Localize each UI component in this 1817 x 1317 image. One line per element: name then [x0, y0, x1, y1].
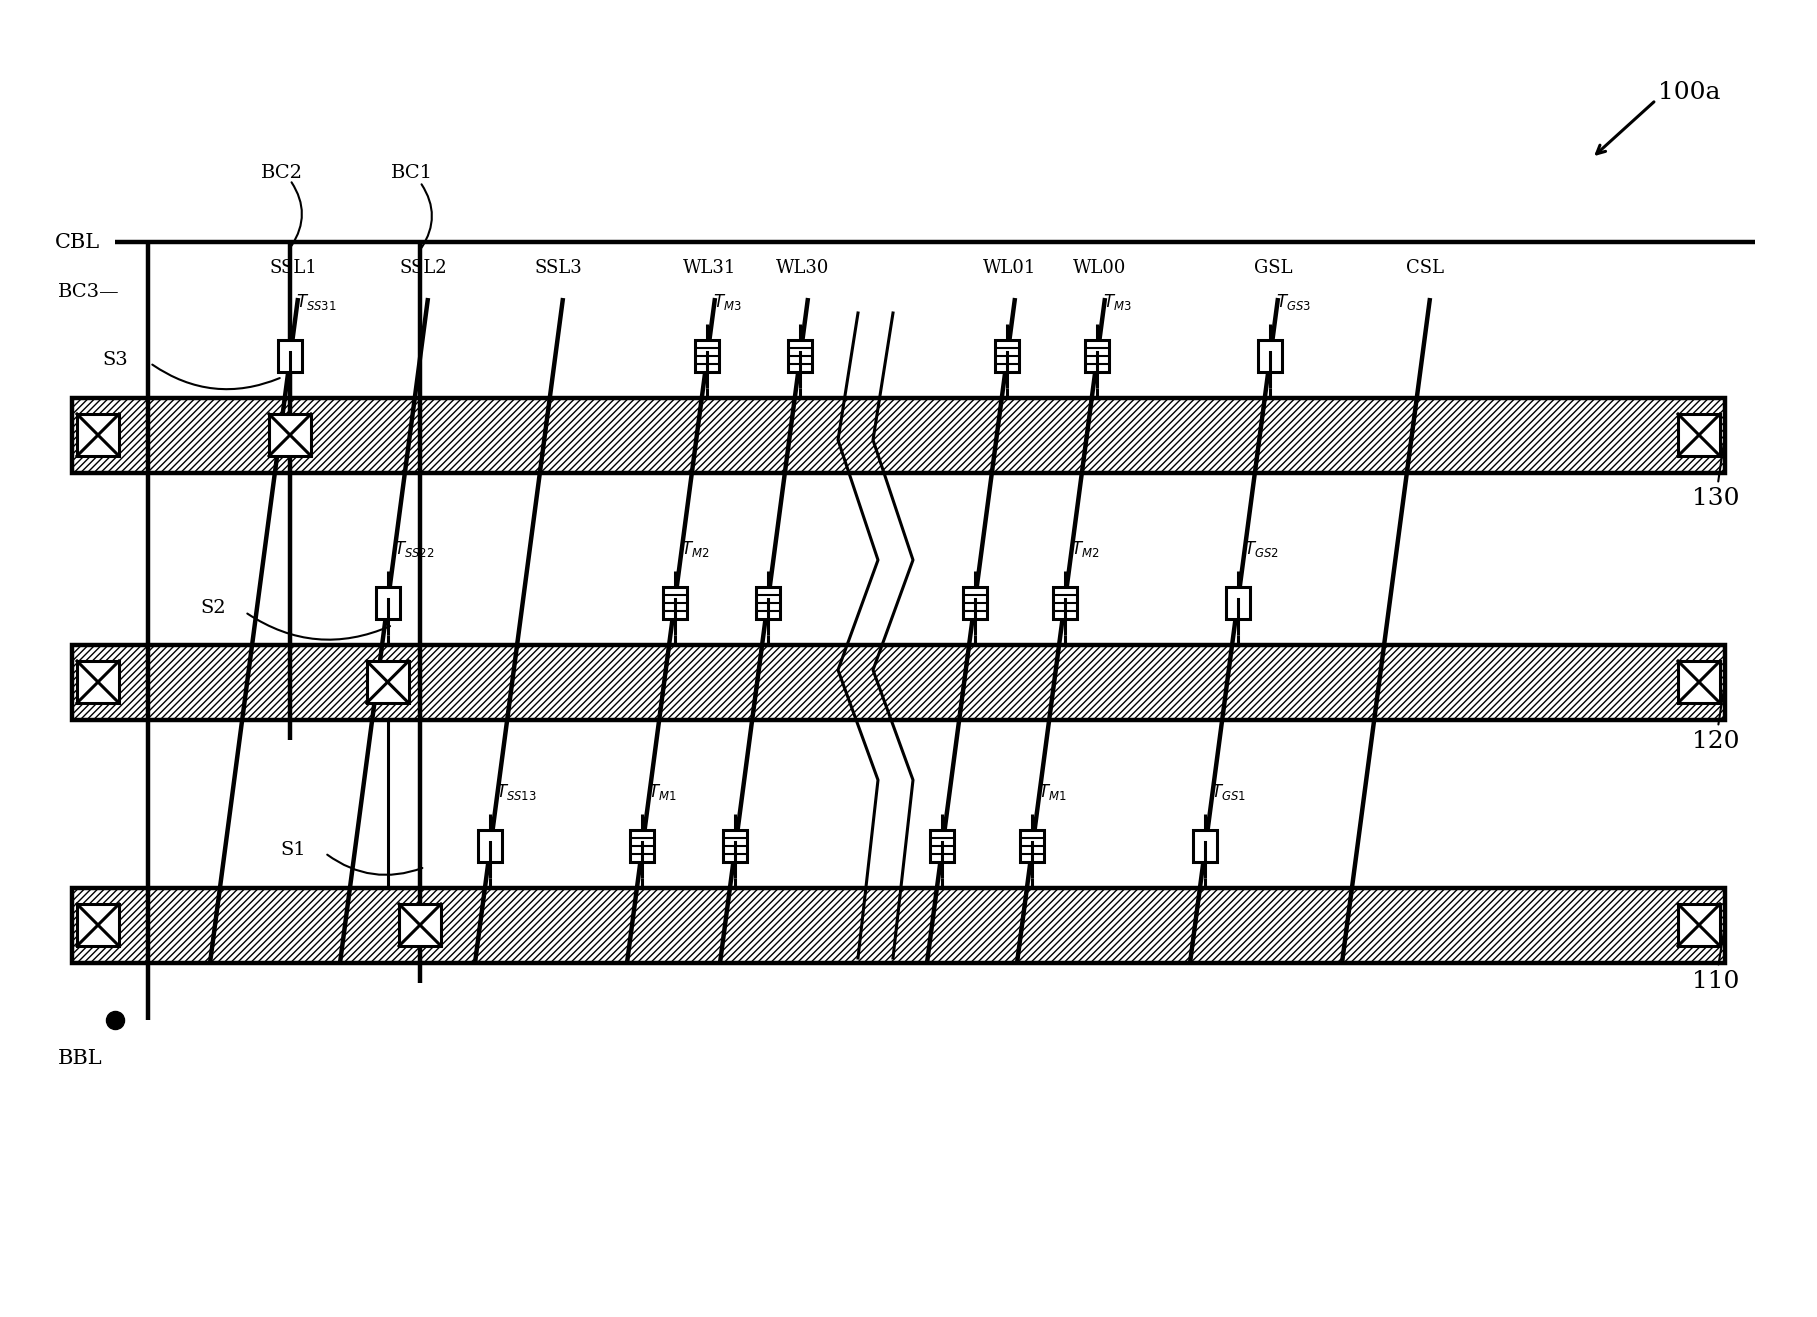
- Text: S3: S3: [102, 352, 127, 369]
- Bar: [1021, 830, 1045, 863]
- Bar: [278, 340, 302, 371]
- Bar: [376, 587, 400, 619]
- Text: $T_{SS31}$: $T_{SS31}$: [296, 292, 336, 312]
- Bar: [73, 398, 1724, 473]
- Bar: [1679, 414, 1721, 456]
- Text: CSL: CSL: [1406, 259, 1445, 277]
- Bar: [76, 661, 118, 703]
- Text: $T_{SS13}$: $T_{SS13}$: [496, 782, 538, 802]
- Bar: [996, 340, 1019, 371]
- Text: 100a: 100a: [1657, 80, 1721, 104]
- Bar: [1194, 830, 1217, 863]
- Bar: [367, 661, 409, 703]
- Bar: [1679, 903, 1721, 946]
- Text: $T_{M2}$: $T_{M2}$: [1070, 539, 1099, 558]
- Bar: [1085, 340, 1110, 371]
- Bar: [789, 340, 812, 371]
- Bar: [76, 414, 118, 456]
- Text: $T_{M2}$: $T_{M2}$: [681, 539, 709, 558]
- Text: WL30: WL30: [776, 259, 830, 277]
- Text: 110: 110: [1692, 927, 1739, 993]
- Text: 120: 120: [1692, 685, 1739, 753]
- Text: $T_{GS2}$: $T_{GS2}$: [1243, 539, 1279, 558]
- Text: WL01: WL01: [983, 259, 1038, 277]
- Text: CBL: CBL: [55, 233, 100, 252]
- Text: S2: S2: [200, 599, 225, 616]
- Bar: [663, 587, 687, 619]
- Bar: [1679, 661, 1721, 703]
- Text: GSL: GSL: [1254, 259, 1292, 277]
- Text: $T_{SS22}$: $T_{SS22}$: [394, 539, 434, 558]
- Bar: [930, 830, 954, 863]
- Text: $T_{M3}$: $T_{M3}$: [714, 292, 741, 312]
- Text: $T_{M1}$: $T_{M1}$: [1039, 782, 1067, 802]
- Bar: [1259, 340, 1283, 371]
- Bar: [400, 903, 442, 946]
- Bar: [1226, 587, 1250, 619]
- Bar: [696, 340, 720, 371]
- Text: SSL3: SSL3: [534, 259, 581, 277]
- Bar: [478, 830, 503, 863]
- Text: WL31: WL31: [683, 259, 736, 277]
- Bar: [73, 645, 1724, 720]
- Text: SSL1: SSL1: [269, 259, 316, 277]
- Bar: [73, 888, 1724, 963]
- Bar: [963, 587, 987, 619]
- Bar: [1052, 587, 1077, 619]
- Bar: [269, 414, 311, 456]
- Text: $T_{GS3}$: $T_{GS3}$: [1276, 292, 1312, 312]
- Text: S1: S1: [280, 842, 305, 859]
- Text: BC3—: BC3—: [58, 283, 120, 302]
- Bar: [630, 830, 654, 863]
- Text: BC2: BC2: [262, 165, 303, 182]
- Text: $T_{M1}$: $T_{M1}$: [649, 782, 678, 802]
- Text: $T_{GS1}$: $T_{GS1}$: [1212, 782, 1246, 802]
- Bar: [756, 587, 779, 619]
- Bar: [723, 830, 747, 863]
- Text: BC1: BC1: [391, 165, 432, 182]
- Text: BBL: BBL: [58, 1048, 102, 1068]
- Bar: [76, 903, 118, 946]
- Text: SSL2: SSL2: [400, 259, 447, 277]
- Text: $T_{M3}$: $T_{M3}$: [1103, 292, 1132, 312]
- Text: 130: 130: [1692, 437, 1739, 510]
- Text: WL00: WL00: [1074, 259, 1127, 277]
